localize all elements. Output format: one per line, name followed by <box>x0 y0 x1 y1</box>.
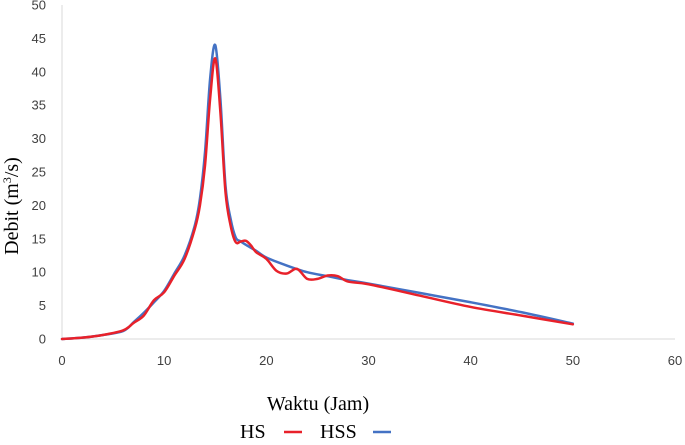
y-tick-label: 10 <box>32 265 46 280</box>
x-axis-label: Waktu (Jam) <box>267 393 369 415</box>
y-tick-label: 5 <box>39 298 46 313</box>
x-tick-label: 50 <box>566 353 580 368</box>
y-tick-label: 50 <box>32 0 46 13</box>
legend: HS HSS <box>240 421 391 443</box>
legend-label-hss: HSS <box>320 421 357 440</box>
x-tick-label: 10 <box>157 353 171 368</box>
y-tick-label: 15 <box>32 231 46 246</box>
legend-label-hs: HS <box>240 421 266 440</box>
y-axis-label-superscript: 3 <box>0 177 14 183</box>
y-tick-label: 45 <box>32 31 46 46</box>
x-tick-label: 60 <box>668 353 682 368</box>
x-tick-label: 30 <box>361 353 375 368</box>
x-tick-label: 0 <box>58 353 65 368</box>
x-tick-label: 20 <box>259 353 273 368</box>
y-axis-label-suffix: /s) <box>1 157 23 177</box>
y-tick-label: 30 <box>32 131 46 146</box>
y-tick-label: 20 <box>32 198 46 213</box>
y-tick-label: 25 <box>32 165 46 180</box>
x-tick-label: 40 <box>463 353 477 368</box>
y-axis-label-prefix: Debit (m <box>1 183 23 255</box>
series-line-hs <box>60 57 575 341</box>
y-tick-label: 40 <box>32 64 46 79</box>
series-line-hss <box>60 43 575 341</box>
y-tick-label: 35 <box>32 98 46 113</box>
y-tick-label: 0 <box>39 332 46 347</box>
y-axis-label: Debit (m3/s) <box>0 157 23 255</box>
